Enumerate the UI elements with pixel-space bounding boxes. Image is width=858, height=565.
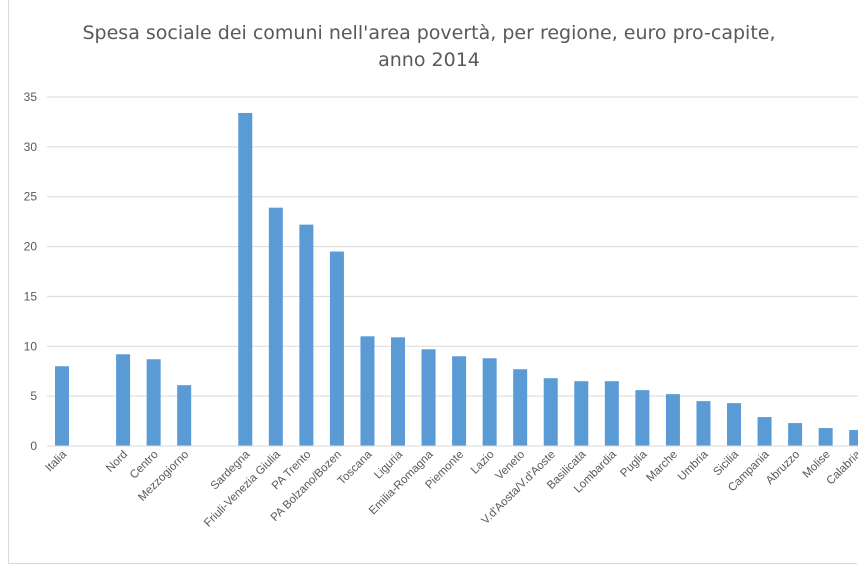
bar-veneto bbox=[513, 369, 528, 446]
bar-sicilia bbox=[727, 403, 742, 446]
y-tick-label: 15 bbox=[24, 289, 38, 303]
bar-italia bbox=[55, 366, 69, 446]
bar-marche bbox=[665, 394, 680, 446]
bar-puglia bbox=[635, 390, 650, 446]
chart-title: Spesa sociale dei comuni nell'area pover… bbox=[0, 20, 858, 74]
x-tick-label: Nord bbox=[104, 449, 130, 475]
bar-lazio bbox=[482, 358, 497, 446]
y-tick-label: 10 bbox=[24, 339, 38, 353]
bar-abruzzo bbox=[788, 423, 803, 446]
bar-pa-bolzano-bozen bbox=[329, 251, 344, 446]
bar-sardegna bbox=[238, 112, 253, 446]
y-tick-label: 35 bbox=[24, 90, 38, 104]
chart-frame bbox=[8, 0, 857, 564]
x-tick-label: Abruzzo bbox=[764, 449, 802, 487]
bar-calabria bbox=[849, 430, 858, 446]
bar-emilia-romagna bbox=[421, 349, 436, 446]
bar-toscana bbox=[360, 336, 375, 446]
x-tick-label: Toscana bbox=[336, 448, 375, 487]
x-tick-label: Lazio bbox=[469, 449, 497, 477]
bar-centro bbox=[146, 359, 161, 446]
bar-mezzogiorno bbox=[177, 385, 192, 446]
chart-title-line-2: anno 2014 bbox=[378, 49, 480, 71]
bar-nord bbox=[116, 354, 131, 446]
bar-basilicata bbox=[574, 381, 589, 446]
bar-pa-trento bbox=[299, 224, 314, 446]
bar-friuli-venezia-giulia bbox=[268, 207, 283, 446]
y-tick-label: 0 bbox=[30, 439, 37, 453]
bar-v-d-aosta-v-d-aoste bbox=[543, 378, 558, 446]
bars bbox=[55, 112, 858, 446]
x-tick-label: Italia bbox=[43, 448, 69, 474]
chart-title-line-1: Spesa sociale dei comuni nell'area pover… bbox=[82, 22, 776, 44]
y-tick-label: 20 bbox=[24, 240, 38, 254]
y-tick-label: 5 bbox=[30, 389, 37, 403]
bar-piemonte bbox=[452, 356, 467, 446]
y-tick-label: 30 bbox=[24, 140, 38, 154]
x-tick-label: Marche bbox=[644, 449, 680, 485]
x-tick-label: Umbria bbox=[676, 448, 711, 483]
bar-liguria bbox=[391, 337, 406, 446]
y-axis-ticks: 0 5 10 15 20 25 30 35 bbox=[24, 90, 38, 453]
bar-campania bbox=[757, 417, 772, 446]
bar-lombardia bbox=[604, 381, 619, 446]
bar-molise bbox=[818, 428, 833, 446]
y-tick-label: 25 bbox=[24, 190, 38, 204]
bar-umbria bbox=[696, 401, 711, 446]
